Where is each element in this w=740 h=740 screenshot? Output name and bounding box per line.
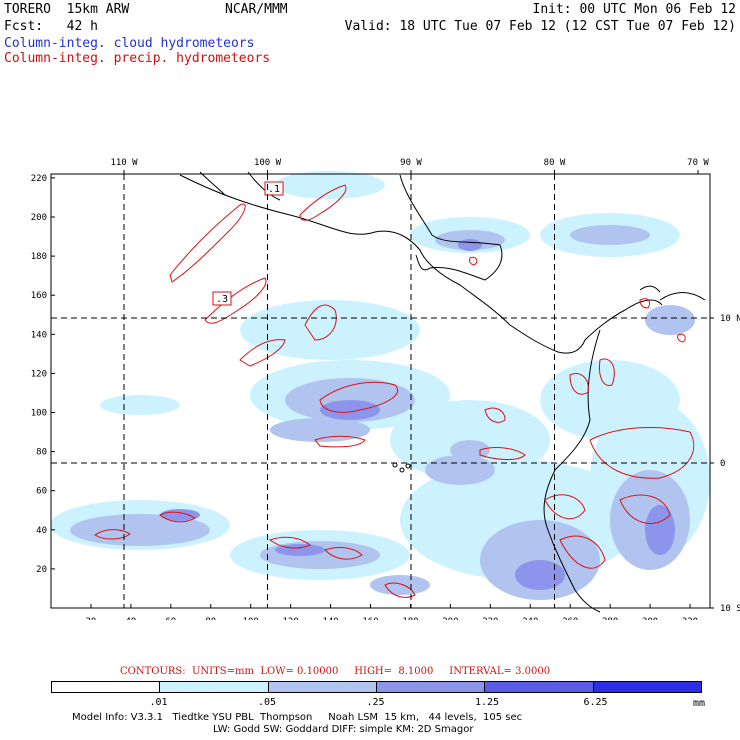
longitude-label: 70 W — [687, 158, 709, 168]
model-info-line1: Model Info: V3.3.1 Tiedtke YSU PBL Thomp… — [72, 712, 523, 723]
y-tick-label: 220 — [31, 174, 47, 184]
contour-label: .1 — [268, 184, 280, 195]
y-tick-label: 80 — [36, 448, 47, 458]
longitude-label: 80 W — [544, 158, 566, 168]
y-tick-label: 160 — [31, 291, 47, 301]
y-tick-label: 40 — [36, 526, 47, 536]
y-tick-label: 180 — [31, 252, 47, 262]
y-tick-label: 20 — [36, 565, 47, 575]
graticule-lines — [51, 174, 710, 608]
longitude-label: 90 W — [400, 158, 422, 168]
valid-time: Valid: 18 UTC Tue 07 Feb 12 (12 CST Tue … — [344, 19, 736, 34]
colorbar-bin-label: .01 — [149, 697, 168, 708]
x-tick-label: 120 — [283, 617, 299, 620]
latitude-label: 10 N — [720, 314, 740, 324]
x-tick-label: 20 — [86, 617, 97, 620]
x-tick-label: 40 — [125, 617, 136, 620]
colorbar-bin-label: 6.25 — [583, 697, 608, 708]
y-tick-label: 200 — [31, 213, 47, 223]
latitude-label: 0 — [720, 459, 725, 469]
init-time: Init: 00 UTC Mon 06 Feb 12 — [532, 2, 737, 17]
contour-label: .3 — [216, 294, 228, 305]
coastlines — [179, 171, 706, 613]
y-tick-label: 100 — [31, 409, 47, 419]
y-tick-label: 140 — [31, 330, 47, 340]
colorbar — [51, 681, 702, 693]
latitude-label: 10 S — [720, 604, 740, 614]
forecast-hour: Fcst: 42 h — [4, 19, 98, 34]
colorbar-bin-label: 1.25 — [475, 697, 500, 708]
colorbar-swatch — [160, 682, 269, 692]
organization-label: NCAR/MMM — [225, 2, 288, 17]
field-cloud-hydrometeors: Column-integ. cloud hydrometeors — [4, 36, 255, 51]
x-tick-label: 160 — [362, 617, 378, 620]
colorbar-bin-label: .25 — [366, 697, 385, 708]
weather-map: .1.3 20406080100120140160180200220240260… — [31, 158, 740, 620]
model-title: TORERO 15km ARW — [4, 2, 130, 17]
x-tick-label: 100 — [243, 617, 259, 620]
model-info-line2: LW: Godd SW: Goddard DIFF: simple KM: 2D… — [213, 724, 474, 735]
x-tick-label: 60 — [165, 617, 176, 620]
y-tick-label: 120 — [31, 369, 47, 379]
x-tick-label: 200 — [442, 617, 458, 620]
x-tick-label: 140 — [322, 617, 338, 620]
contours-info: CONTOURS: UNITS=mm LOW= 0.10000 HIGH= 8.… — [120, 666, 551, 677]
x-tick-label: 320 — [682, 617, 698, 620]
x-tick-label: 280 — [602, 617, 618, 620]
x-tick-label: 240 — [522, 617, 538, 620]
colorbar-unit: mm — [693, 698, 706, 709]
field-precip-hydrometeors: Column-integ. precip. hydrometeors — [4, 51, 271, 66]
geo-labels: 110 W 100 W 90 W 80 W 70 W 10 N 0 10 S — [110, 158, 740, 614]
colorbar-swatch — [485, 682, 594, 692]
y-tick-label: 60 — [36, 487, 47, 497]
longitude-label: 100 W — [254, 158, 282, 168]
axis-tick-labels: 20 40 60 80 100 120 140 160 180 200 220 240 260 280 30… — [31, 174, 698, 620]
axis-ticks — [51, 177, 691, 608]
map-frame — [50, 173, 711, 609]
longitude-label: 110 W — [110, 158, 138, 168]
colorbar-swatch — [593, 682, 701, 692]
x-tick-label: 260 — [562, 617, 578, 620]
x-tick-label: 300 — [642, 617, 658, 620]
colorbar-swatch — [376, 682, 486, 692]
colorbar-swatch — [52, 682, 161, 692]
precip-contours — [94, 184, 695, 598]
contour-label-boxes — [212, 181, 284, 306]
colorbar-swatch — [268, 682, 377, 692]
colorbar-bin-label: .05 — [258, 697, 277, 708]
x-tick-label: 220 — [482, 617, 498, 620]
x-tick-label: 80 — [205, 617, 216, 620]
cloud-shading — [50, 171, 710, 600]
x-tick-label: 180 — [402, 617, 418, 620]
